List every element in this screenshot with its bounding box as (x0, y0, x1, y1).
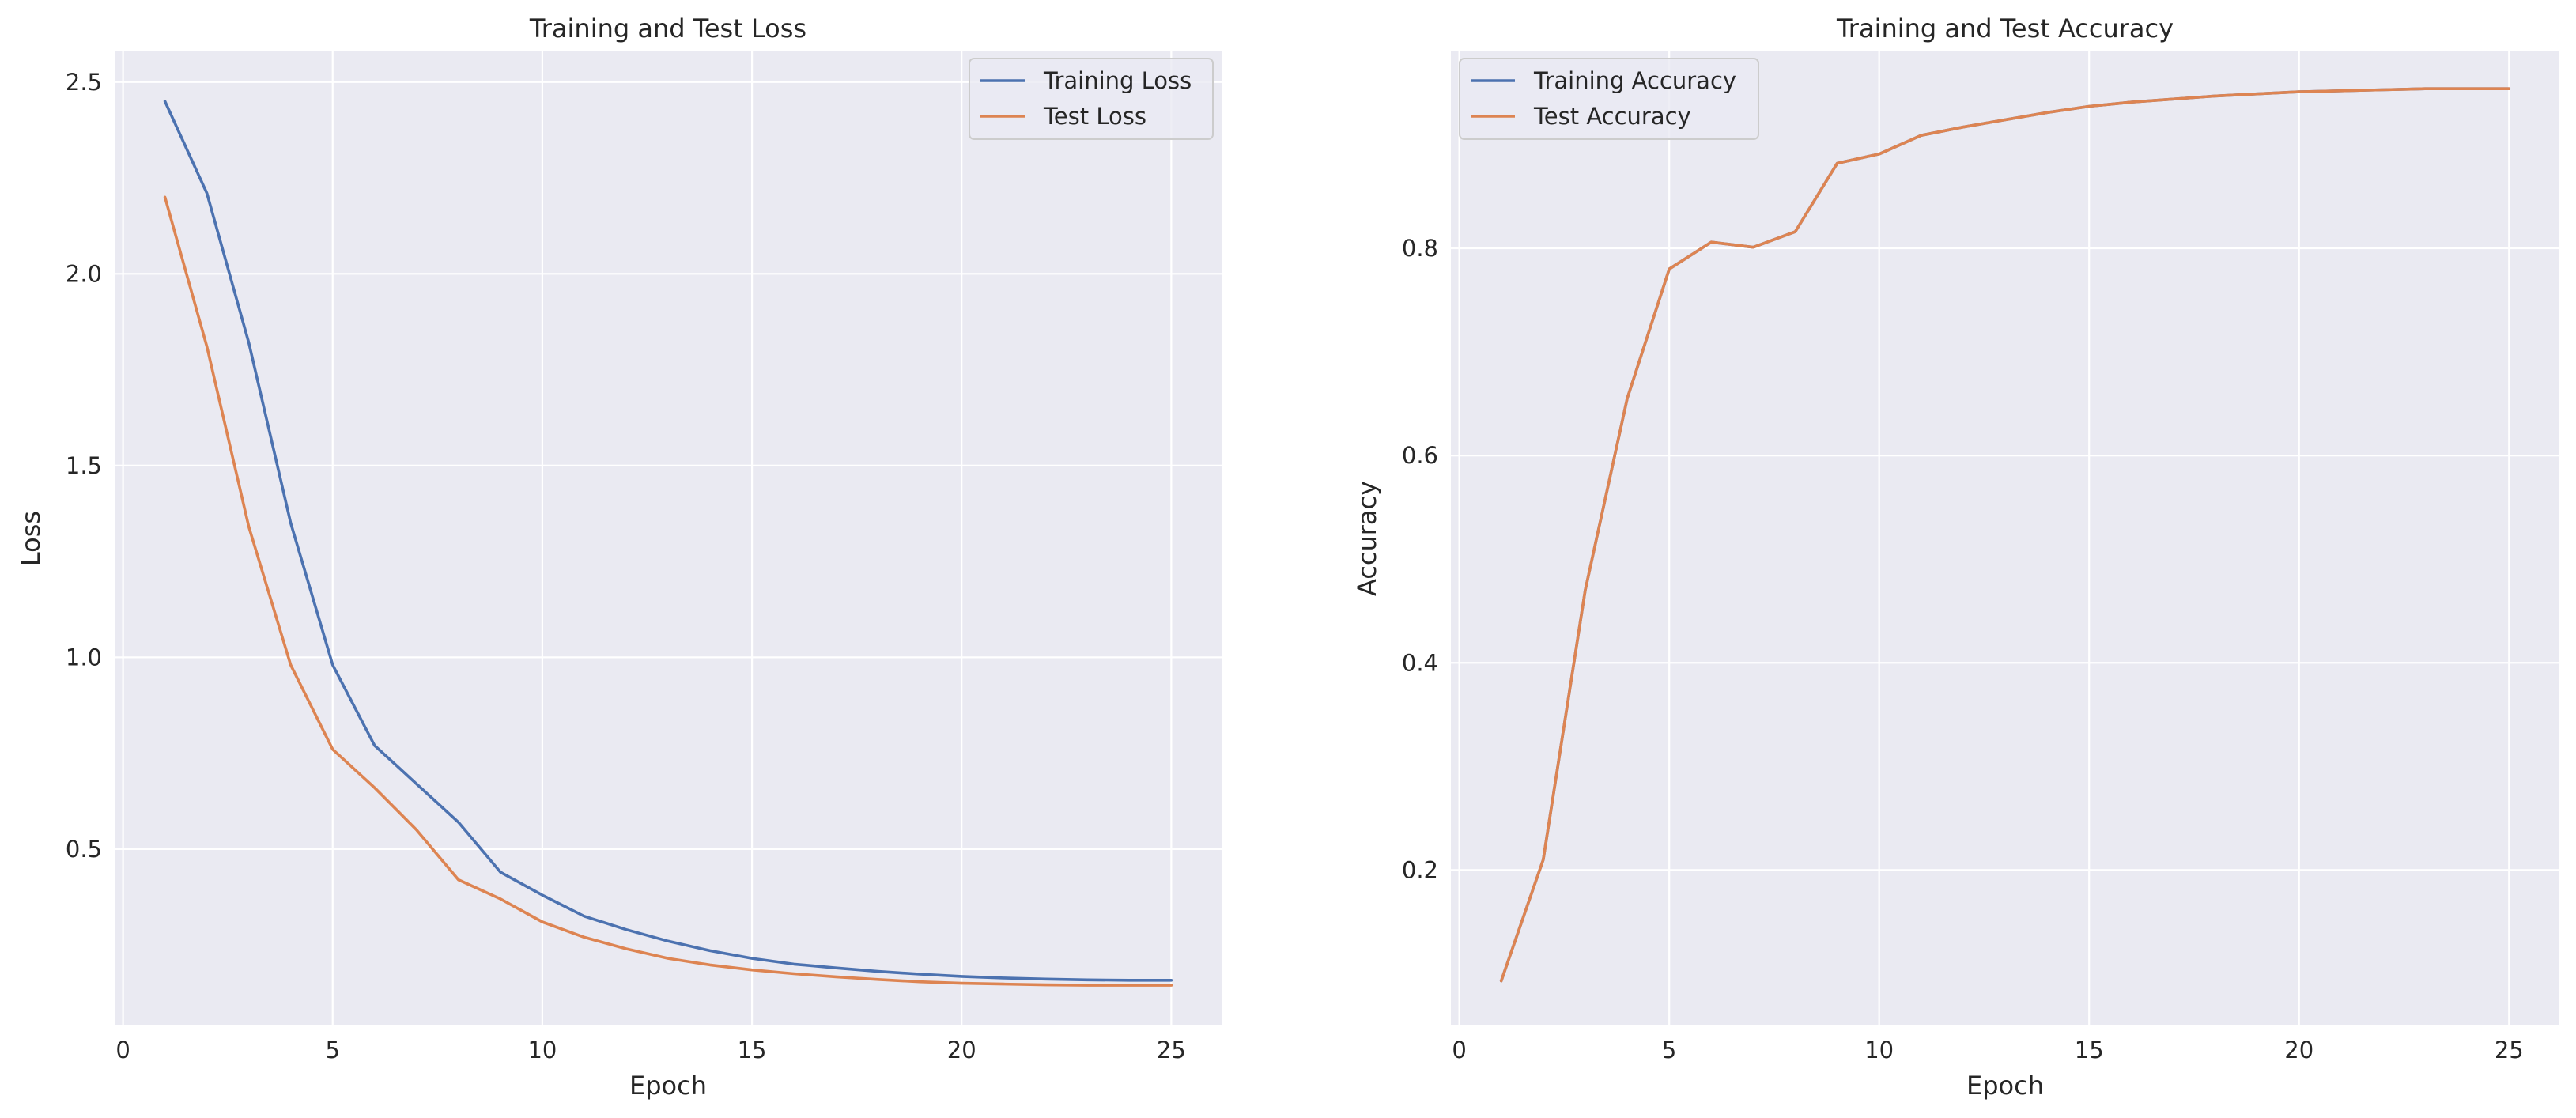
y-tick-label: 2.5 (66, 69, 102, 96)
x-tick-label: 20 (2284, 1037, 2313, 1063)
x-tick-label: 25 (1157, 1037, 1186, 1063)
x-tick-label: 25 (2495, 1037, 2524, 1063)
chart-title: Training and Test Loss (529, 13, 806, 43)
x-tick-label: 15 (2075, 1037, 2104, 1063)
legend-label: Training Accuracy (1533, 67, 1736, 94)
y-axis-label: Accuracy (1352, 481, 1382, 596)
series-line-test-accuracy (1499, 87, 2511, 983)
series-line-test-loss (163, 195, 1173, 987)
y-tick-label: 1.5 (66, 452, 102, 479)
y-tick-label: 0.6 (1402, 442, 1438, 469)
x-tick-label: 10 (1864, 1037, 1894, 1063)
x-axis-label: Epoch (1966, 1071, 2044, 1101)
y-tick-label: 0.8 (1402, 235, 1438, 262)
x-tick-label: 0 (115, 1037, 130, 1063)
plot-area (115, 51, 1222, 1025)
chart-accuracy: 0 5 10 15 20 25 0.2 0.4 0.6 0.8 Training and Test … (1352, 13, 2559, 1101)
y-axis-label: Loss (16, 511, 46, 566)
legend-label: Test Loss (1043, 103, 1146, 130)
y-tick-label: 0.4 (1402, 649, 1438, 676)
legend: Training Accuracy Test Accuracy (1459, 58, 1759, 140)
series-line-training-loss (163, 100, 1173, 982)
legend: Training Loss Test Loss (969, 58, 1214, 140)
y-tick-label: 0.5 (66, 836, 102, 863)
x-tick-label: 5 (1662, 1037, 1676, 1063)
y-tick-label: 1.0 (66, 644, 102, 670)
legend-label: Training Loss (1043, 67, 1192, 94)
x-tick-label: 0 (1452, 1037, 1466, 1063)
chart-loss: 0 5 10 15 20 25 0.5 1.0 1.5 2.0 2.5 Training and Te… (16, 13, 1222, 1101)
legend-box (1459, 58, 1759, 140)
y-tick-label: 0.2 (1402, 856, 1438, 883)
x-axis-label: Epoch (629, 1071, 707, 1101)
x-tick-label: 15 (738, 1037, 767, 1063)
y-tick-label: 2.0 (66, 260, 102, 287)
chart-title: Training and Test Accuracy (1836, 13, 2174, 43)
legend-label: Test Accuracy (1533, 103, 1691, 130)
x-tick-label: 20 (947, 1037, 976, 1063)
plot-area (1451, 51, 2559, 1025)
x-tick-label: 5 (326, 1037, 340, 1063)
legend-box (969, 58, 1214, 140)
x-tick-label: 10 (527, 1037, 557, 1063)
